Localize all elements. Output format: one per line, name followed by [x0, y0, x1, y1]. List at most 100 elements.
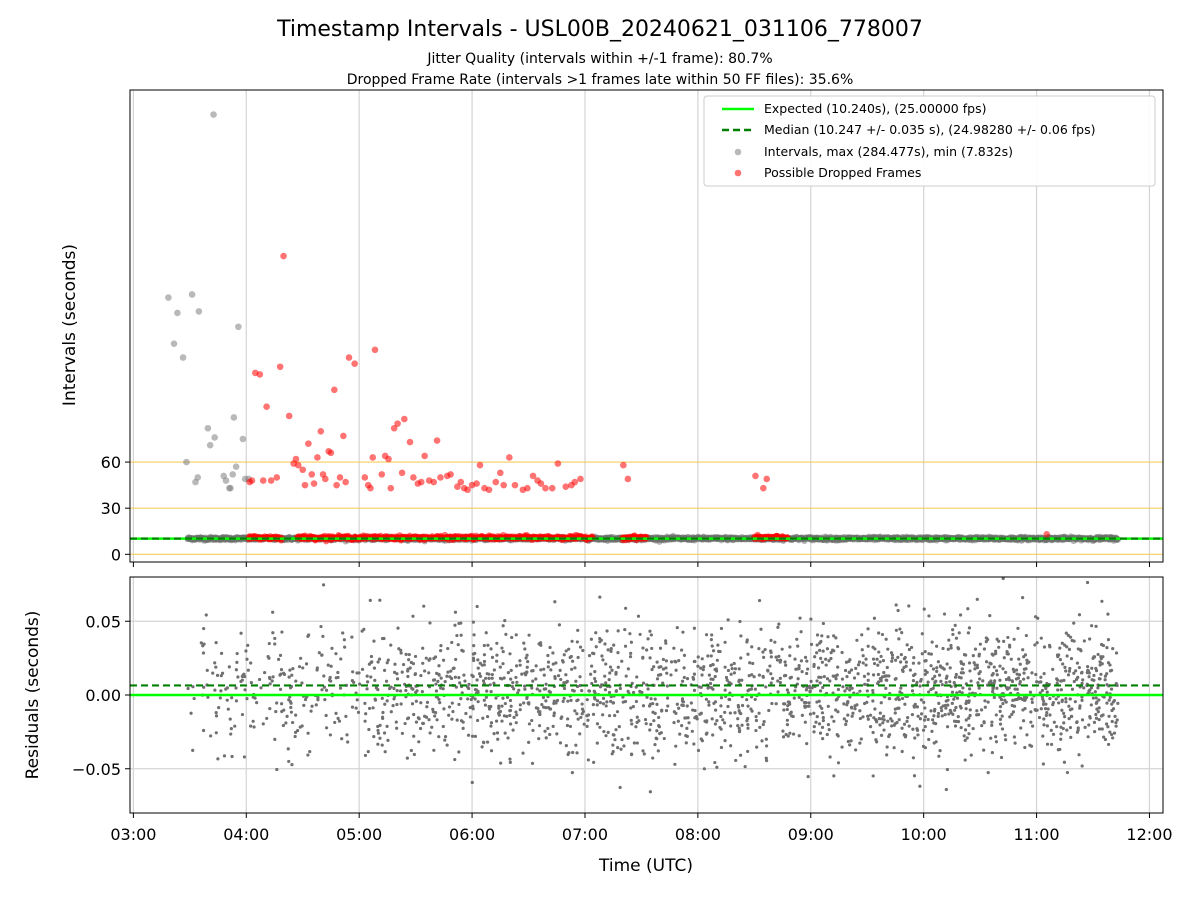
residual-point: [1111, 647, 1114, 650]
residual-point: [851, 715, 854, 718]
residual-point: [437, 673, 440, 676]
residual-point: [412, 713, 415, 716]
residual-point: [987, 771, 990, 774]
residual-point: [1101, 727, 1104, 730]
residual-point: [769, 649, 772, 652]
residual-point: [495, 654, 498, 657]
residual-point: [489, 683, 492, 686]
residual-point: [1051, 703, 1054, 706]
residual-point: [546, 654, 549, 657]
residual-point: [446, 671, 449, 674]
residual-point: [905, 665, 908, 668]
residual-point: [929, 688, 932, 691]
residual-point: [519, 703, 522, 706]
residual-point: [821, 737, 824, 740]
residual-point: [1093, 730, 1096, 733]
residual-point: [938, 749, 941, 752]
residual-point: [291, 667, 294, 670]
residual-point: [553, 700, 556, 703]
residual-point: [968, 669, 971, 672]
residual-point: [869, 725, 872, 728]
dropped-point-37: [378, 471, 385, 478]
residual-point: [995, 740, 998, 743]
residual-point: [1019, 663, 1022, 666]
intervals-point-14: [223, 477, 230, 484]
residual-point: [504, 702, 507, 705]
residual-point: [761, 675, 764, 678]
residual-point: [1092, 696, 1095, 699]
residual-point: [663, 737, 666, 740]
residual-point: [625, 674, 628, 677]
residual-point: [655, 703, 658, 706]
residual-point: [527, 741, 530, 744]
residual-point: [630, 722, 633, 725]
residual-point: [798, 696, 801, 699]
residual-point: [817, 666, 820, 669]
residual-point: [734, 759, 737, 762]
intervals-point-19: [233, 463, 240, 470]
residual-point: [1005, 700, 1008, 703]
dropped-point-62: [477, 462, 484, 469]
residual-point: [596, 699, 599, 702]
residual-point: [672, 647, 675, 650]
residual-point: [730, 673, 733, 676]
residual-point: [920, 712, 923, 715]
residual-point: [848, 688, 851, 691]
residual-point: [894, 711, 897, 714]
residual-point: [578, 675, 581, 678]
residual-point: [364, 712, 367, 715]
residual-point: [519, 708, 522, 711]
residual-point: [610, 669, 613, 672]
dropped-point-78: [562, 483, 569, 490]
residual-point: [1077, 753, 1080, 756]
residual-point: [581, 702, 584, 705]
residual-point: [578, 732, 581, 735]
residual-point: [436, 680, 439, 683]
residual-point: [408, 653, 411, 656]
residual-point: [1065, 632, 1068, 635]
residual-point: [766, 669, 769, 672]
residual-point: [273, 642, 276, 645]
residual-point: [779, 660, 782, 663]
residual-point: [423, 715, 426, 718]
residual-point: [900, 653, 903, 656]
residual-point: [608, 691, 611, 694]
residual-point: [1064, 700, 1067, 703]
residual-point: [898, 627, 901, 630]
residual-point: [700, 737, 703, 740]
residual-point: [635, 675, 638, 678]
residual-point: [1050, 743, 1053, 746]
residual-point: [1069, 736, 1072, 739]
residual-point: [900, 727, 903, 730]
residual-point: [659, 647, 662, 650]
residual-point: [978, 653, 981, 656]
residual-point: [937, 755, 940, 758]
residual-point: [434, 683, 437, 686]
residual-point: [822, 719, 825, 722]
residual-point: [336, 671, 339, 674]
residual-point: [801, 714, 804, 717]
residual-point: [1077, 726, 1080, 729]
residual-point: [1031, 701, 1034, 704]
residual-point: [219, 689, 222, 692]
residual-point: [509, 722, 512, 725]
residual-point: [432, 679, 435, 682]
dropped-point-25: [331, 387, 338, 394]
residual-point: [993, 679, 996, 682]
residual-point: [425, 705, 428, 708]
residual-point: [713, 761, 716, 764]
residual-point: [453, 758, 456, 761]
residual-point: [301, 666, 304, 669]
residual-point: [378, 599, 381, 602]
residual-point: [719, 704, 722, 707]
residual-point: [765, 744, 768, 747]
residual-point: [582, 710, 585, 713]
residual-point: [604, 688, 607, 691]
residual-point: [652, 665, 655, 668]
residual-point: [571, 751, 574, 754]
residual-point: [287, 676, 290, 679]
residual-point: [549, 707, 552, 710]
residual-point: [919, 680, 922, 683]
residual-point: [647, 687, 650, 690]
residual-point: [1104, 678, 1107, 681]
